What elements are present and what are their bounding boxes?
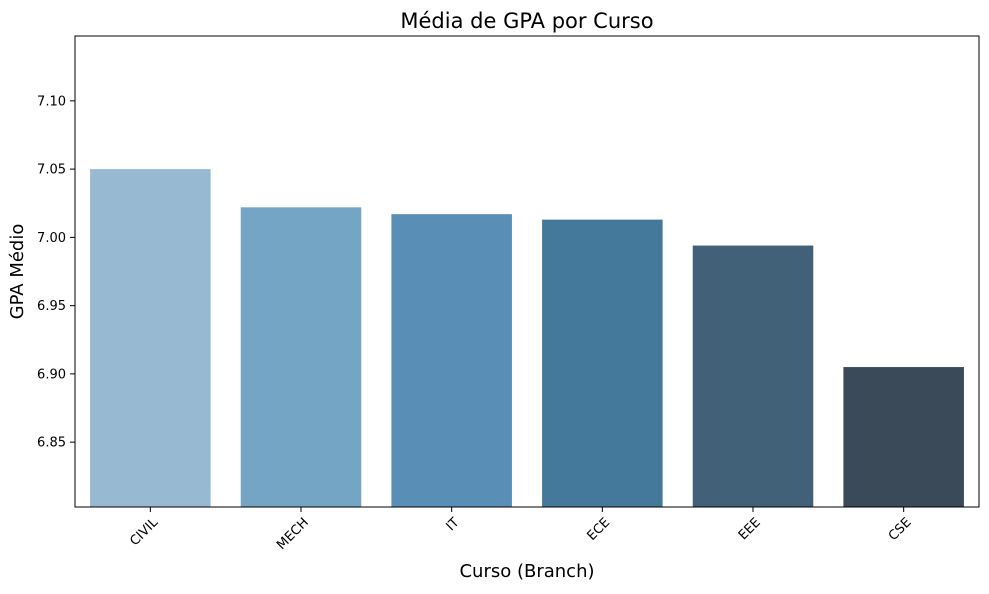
x-tick-label: EEE [736, 515, 764, 543]
bars-layer [90, 169, 964, 508]
bar-ece [542, 219, 663, 507]
x-tick-label: IT [444, 515, 463, 534]
y-tick-label: 7.00 [37, 231, 66, 246]
y-tick-label: 6.90 [37, 367, 66, 382]
bar-mech [240, 207, 362, 507]
y-axis-ticks: 6.85 6.90 6.95 7.00 7.05 7.10 [37, 94, 75, 451]
y-tick-label: 6.95 [37, 299, 66, 314]
bar-cse [843, 367, 964, 507]
chart-title: Média de GPA por Curso [400, 9, 653, 33]
y-tick-label: 7.05 [37, 163, 66, 178]
plot-frame [74, 35, 980, 508]
bar-civil [90, 169, 211, 507]
x-tick-label: CIVIL [127, 515, 161, 549]
bar-it [391, 214, 512, 507]
x-tick-label: MECH [274, 515, 312, 553]
x-axis-label: Curso (Branch) [459, 561, 594, 582]
x-axis-ticks: CIVIL MECH IT ECE EEE CSE [127, 507, 914, 553]
y-tick-label: 7.10 [37, 94, 66, 109]
x-tick-label: ECE [585, 515, 614, 544]
y-axis-label: GPA Médio [7, 224, 28, 320]
bar-eee [692, 245, 814, 508]
y-tick-label: 6.85 [37, 436, 66, 451]
x-tick-label: CSE [886, 515, 915, 544]
